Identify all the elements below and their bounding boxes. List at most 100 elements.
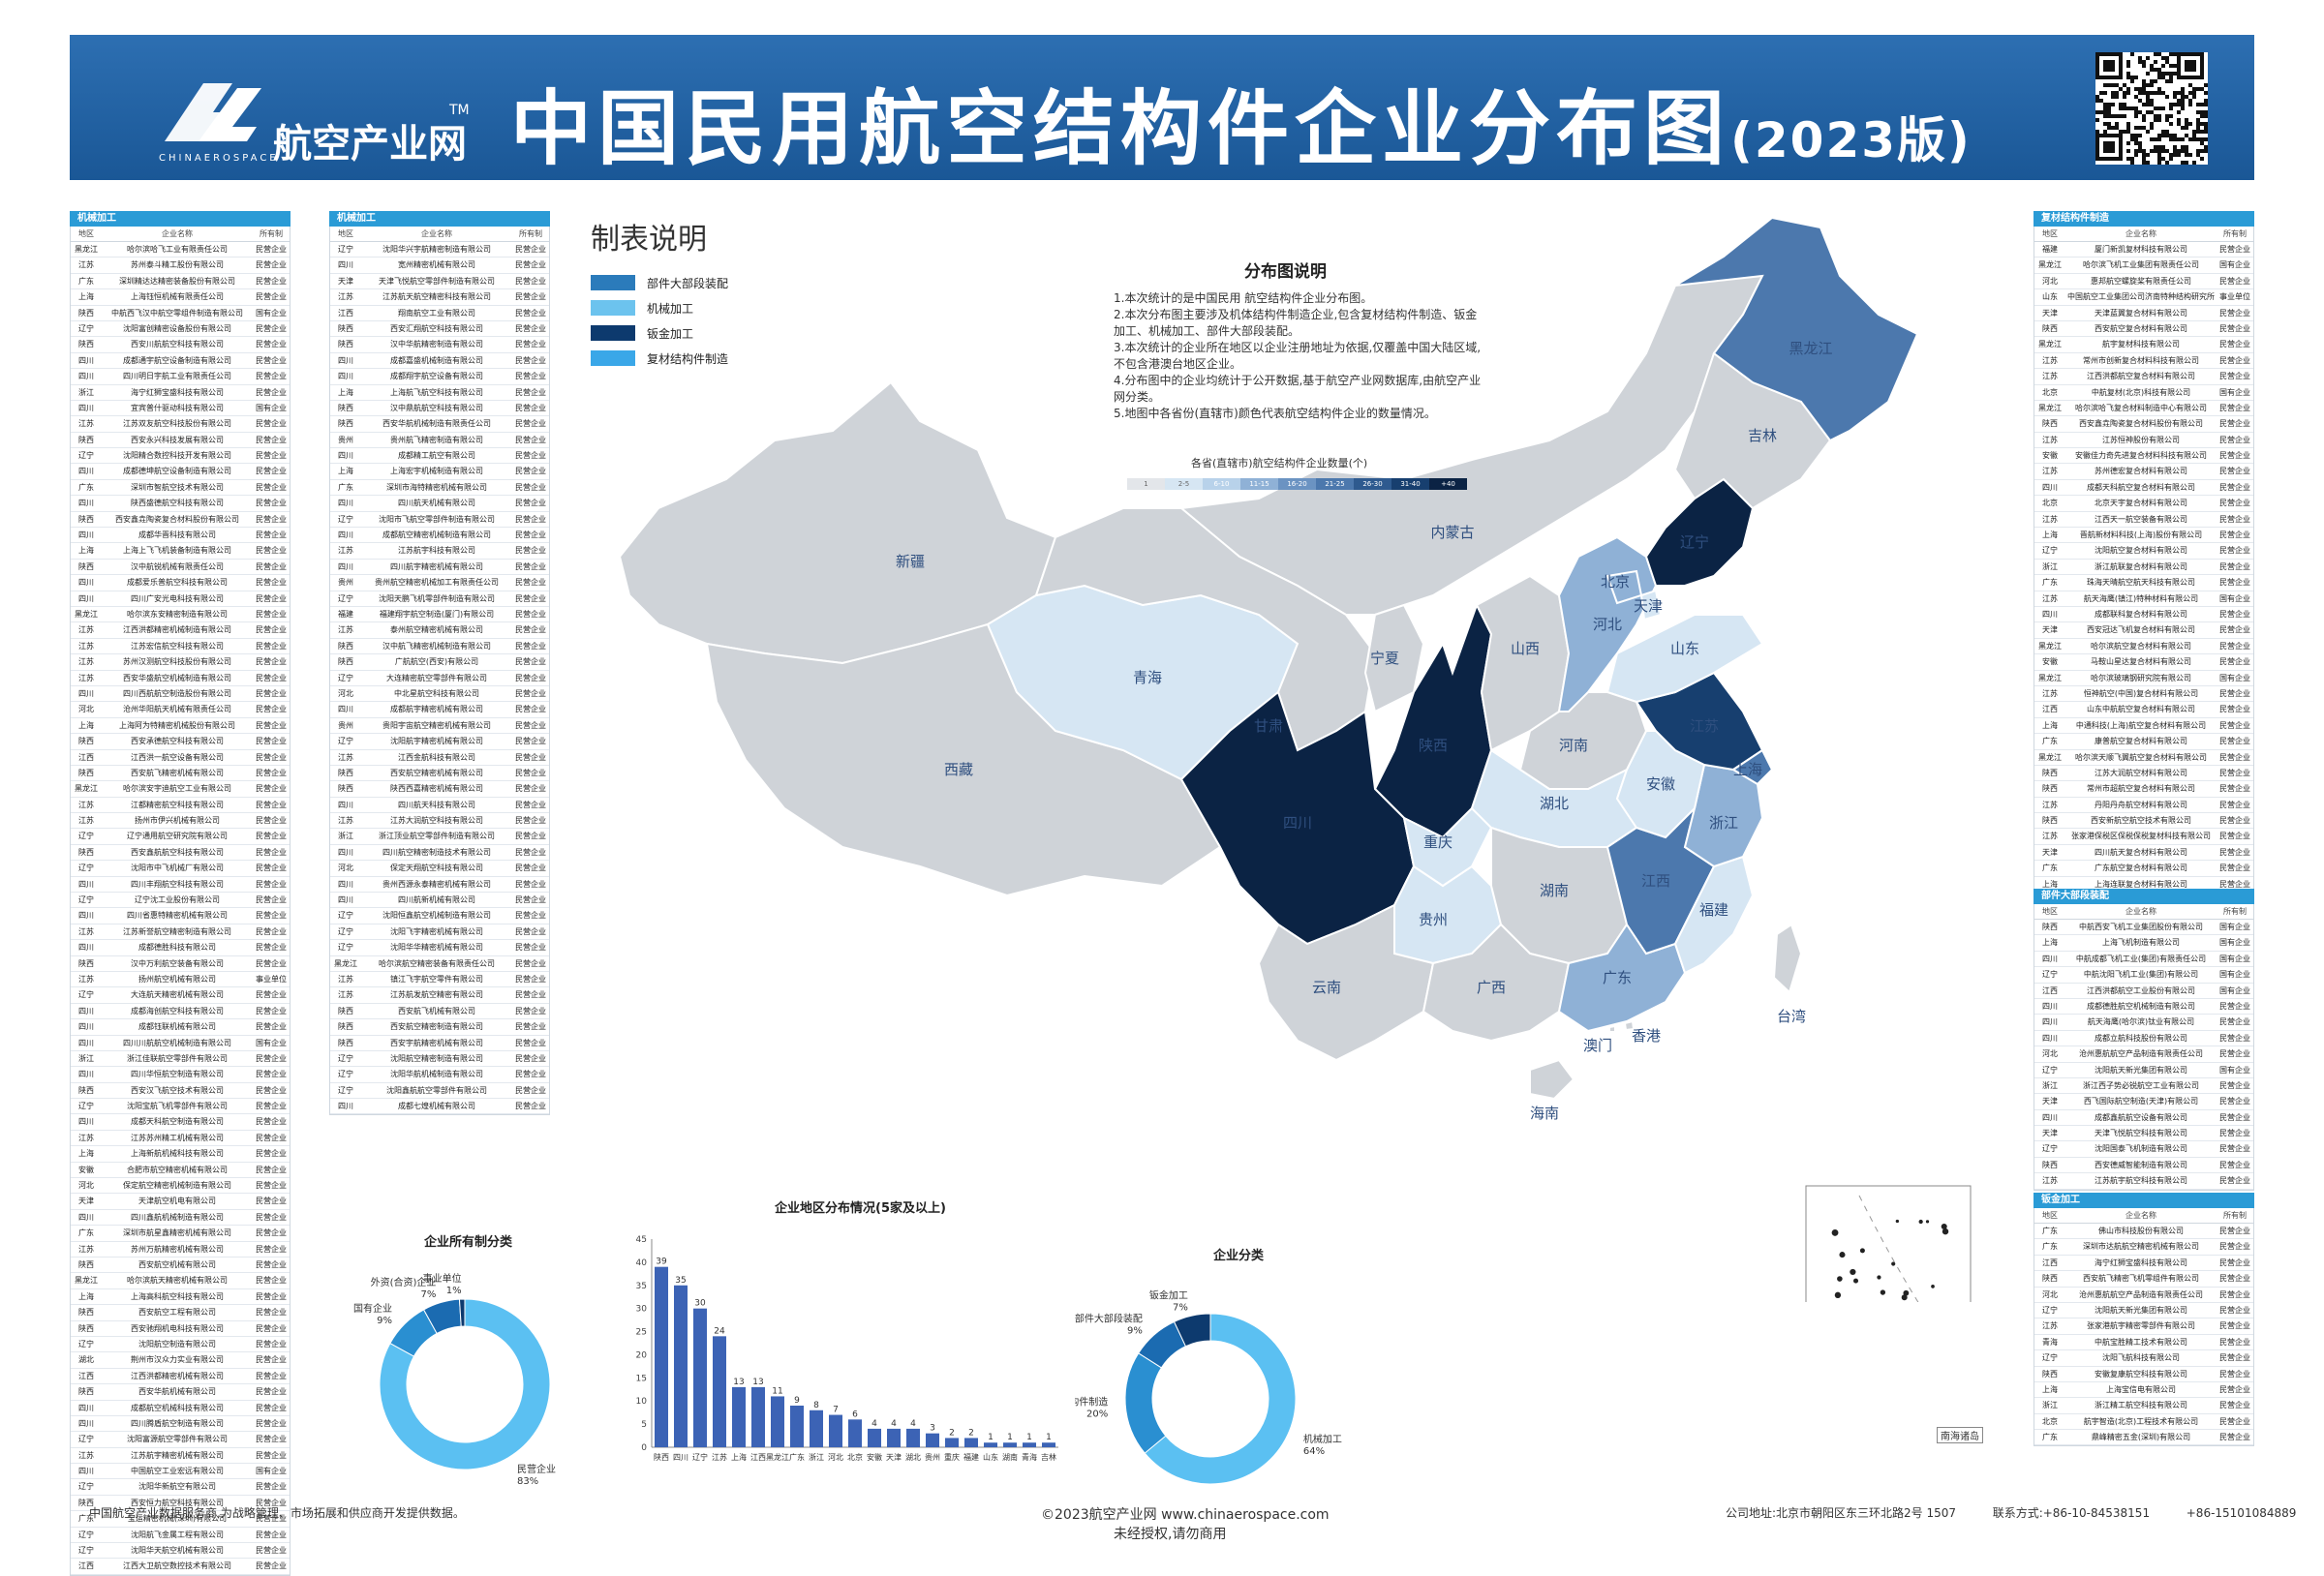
island-dot [1834, 1291, 1842, 1298]
table-row: 江苏 镇江飞宇航空零件有限公司 民营企业 [330, 972, 549, 988]
cell-ownership: 国有企业 [256, 1467, 287, 1476]
cell-ownership: 民营企业 [256, 943, 287, 953]
cell-company: 扬州市伊兴机械有限公司 [135, 816, 220, 826]
cell-company: 西安汇翔航空科技有限公司 [390, 323, 483, 333]
chart-title: 企业分类 [1213, 1249, 1265, 1263]
cell-region: 江西 [2042, 705, 2058, 714]
cell-ownership: 民营企业 [515, 561, 546, 571]
cell-ownership: 民营企业 [256, 372, 287, 381]
cell-ownership: 民营企业 [2219, 847, 2250, 857]
cell-region: 天津 [2042, 847, 2058, 857]
scale-step: 6-10 [1203, 478, 1240, 490]
cell-company: 恒神航空(中国)复合材料有限公司 [2083, 688, 2199, 698]
table-row: 广东 深圳市达航航空精密机械有限公司 民营企业 [2034, 1239, 2253, 1256]
cell-region: 四川 [338, 895, 353, 905]
table-row: 四川 航天海鹰(哈尔滨)钛业有限公司 民营企业 [2034, 1015, 2253, 1031]
province-shape [1673, 855, 1755, 975]
cell-ownership: 民营企业 [515, 926, 546, 936]
cell-region: 黑龙江 [75, 1276, 98, 1286]
cell-ownership: 民营企业 [515, 419, 546, 429]
bar [906, 1428, 920, 1447]
cell-ownership: 民营企业 [256, 1102, 287, 1111]
table-row: 上海 上海阿为特精密机械股份有限公司 民营企业 [71, 718, 290, 735]
cell-company: 晋航新材料科技(上海)股份有限公司 [2079, 530, 2203, 540]
cell-region: 福建 [2042, 245, 2058, 254]
province-label: 山东 [1670, 640, 1699, 657]
table-machining-1: 机械加工 地区 企业名称 所有制 黑龙江 哈尔滨哈飞工业有限责任公司 民营企业 江苏苏… [70, 211, 290, 1576]
cell-ownership: 民营企业 [256, 673, 287, 682]
table-row: 广东 康普航空复合材料有限公司 民营企业 [2034, 734, 2253, 750]
color-scale: 1 2-5 6-10 11-15 16-20 21-25 26-30 31-40 +40 [1127, 478, 1467, 490]
cell-region: 江西 [2042, 985, 2058, 995]
cell-region: 上海 [2042, 530, 2058, 540]
cell-company: 西安冠达飞机复合材料有限公司 [2087, 625, 2195, 635]
table-row: 贵州 贵州航飞精密制造有限公司 民营企业 [330, 433, 549, 449]
table-row: 辽宁 沈阳华兴宇航精密制造有限公司 民营企业 [330, 242, 549, 258]
cell-ownership: 民营企业 [256, 1149, 287, 1159]
table-row: 辽宁 沈阳宝航飞机零部件有限公司 民营企业 [71, 1099, 290, 1115]
table-header-row: 地区 企业名称 所有制 [2034, 227, 2253, 242]
cell-company: 深圳市智航空技术有限公司 [131, 482, 224, 492]
cell-company: 西安驰翔机电科技有限公司 [131, 1323, 224, 1333]
cell-ownership: 民营企业 [2219, 1384, 2250, 1394]
table-row: 四川 成都天科航空复合材料有限公司 民营企业 [2034, 480, 2253, 497]
island-dot [1831, 1228, 1839, 1236]
cell-ownership: 民营企业 [2219, 1080, 2250, 1090]
table-row: 天津 天津飞悦航空科技有限公司 民营企业 [2034, 1126, 2253, 1142]
cell-ownership: 民营企业 [256, 768, 287, 777]
cell-ownership: 民营企业 [256, 1165, 287, 1174]
logo-icon [165, 83, 261, 141]
table-row: 四川 成都通宇航空设备制造有限公司 民营企业 [71, 353, 290, 370]
table-title: 机械加工 [70, 211, 290, 227]
cell-company: 四川广安光电科技有限公司 [131, 593, 224, 603]
cell-ownership: 民营企业 [2219, 705, 2250, 714]
cell-ownership: 民营企业 [515, 355, 546, 365]
cell-region: 天津 [338, 276, 353, 286]
table-row: 辽宁 辽宁通用航空研究院有限公司 民营企业 [71, 829, 290, 845]
cell-company: 哈尔滨飞机工业集团有限责任公司 [2083, 260, 2199, 270]
cell-ownership: 民营企业 [2219, 482, 2250, 492]
table-row: 四川 宽州精密机械有限公司 民营企业 [330, 258, 549, 274]
legend-swatch [591, 300, 635, 316]
cell-region: 江苏 [78, 419, 94, 429]
table-row: 天津 天津飞悦航空零部件制造有限公司 民营企业 [330, 274, 549, 290]
cell-company: 苏州万航精密机械有限公司 [131, 1244, 224, 1254]
cell-ownership: 民营企业 [256, 467, 287, 476]
bar [713, 1336, 726, 1447]
cell-region: 四川 [338, 530, 353, 540]
cell-region: 辽宁 [2042, 1065, 2058, 1075]
cell-region: 陕西 [2042, 768, 2058, 777]
cell-company: 四川明日宇航工业有限责任公司 [123, 372, 231, 381]
donut-slice [1144, 1313, 1297, 1485]
cell-region: 福建 [338, 609, 353, 619]
bar-value-label: 3 [930, 1424, 935, 1434]
cell-ownership: 民营企业 [256, 1006, 287, 1015]
bar-value-label: 13 [752, 1378, 763, 1387]
cell-ownership: 民营企业 [256, 593, 287, 603]
cell-region: 四川 [338, 451, 353, 461]
cell-region: 四川 [78, 499, 94, 508]
cell-ownership: 民营企业 [515, 546, 546, 556]
table-row: 四川 四川省惠特精密机械有限公司 民营企业 [71, 908, 290, 924]
cell-company: 深圳精达达精密装备股份有限公司 [119, 276, 235, 286]
cell-region: 辽宁 [338, 926, 353, 936]
cell-region: 黑龙江 [334, 958, 357, 968]
south-sea-inset [1805, 1185, 1972, 1302]
cell-ownership: 民营企业 [2219, 752, 2250, 762]
table-row: 陕西 广航航空(西安)有限公司 民营企业 [330, 654, 549, 671]
cell-company: 成都航空精密机械制造有限公司 [382, 530, 491, 540]
cell-ownership: 民营企业 [2219, 1416, 2250, 1426]
cell-company: 江苏航宇精密机械有限公司 [131, 1450, 224, 1460]
cell-region: 四川 [2042, 1033, 2058, 1043]
table-row: 江苏 苏州德宏复合材料有限公司 民营企业 [2034, 464, 2253, 480]
province-label: 天津 [1634, 597, 1663, 615]
province-shape [1402, 806, 1493, 888]
cell-company: 沈阳航空复合材料有限公司 [2095, 546, 2187, 556]
cell-ownership: 民营企业 [515, 625, 546, 635]
category-label: 吉林 [1041, 1452, 1056, 1462]
table-row: 陕西 西安驰翔机电科技有限公司 民营企业 [71, 1321, 290, 1337]
cell-ownership: 民营企业 [2219, 1337, 2250, 1347]
table-row: 陕西 中航西飞汉中航空零组件制造有限公司 国有企业 [71, 306, 290, 321]
province-label: 江西 [1641, 872, 1670, 890]
table-header-row: 地区 企业名称 所有制 [2034, 1208, 2253, 1224]
